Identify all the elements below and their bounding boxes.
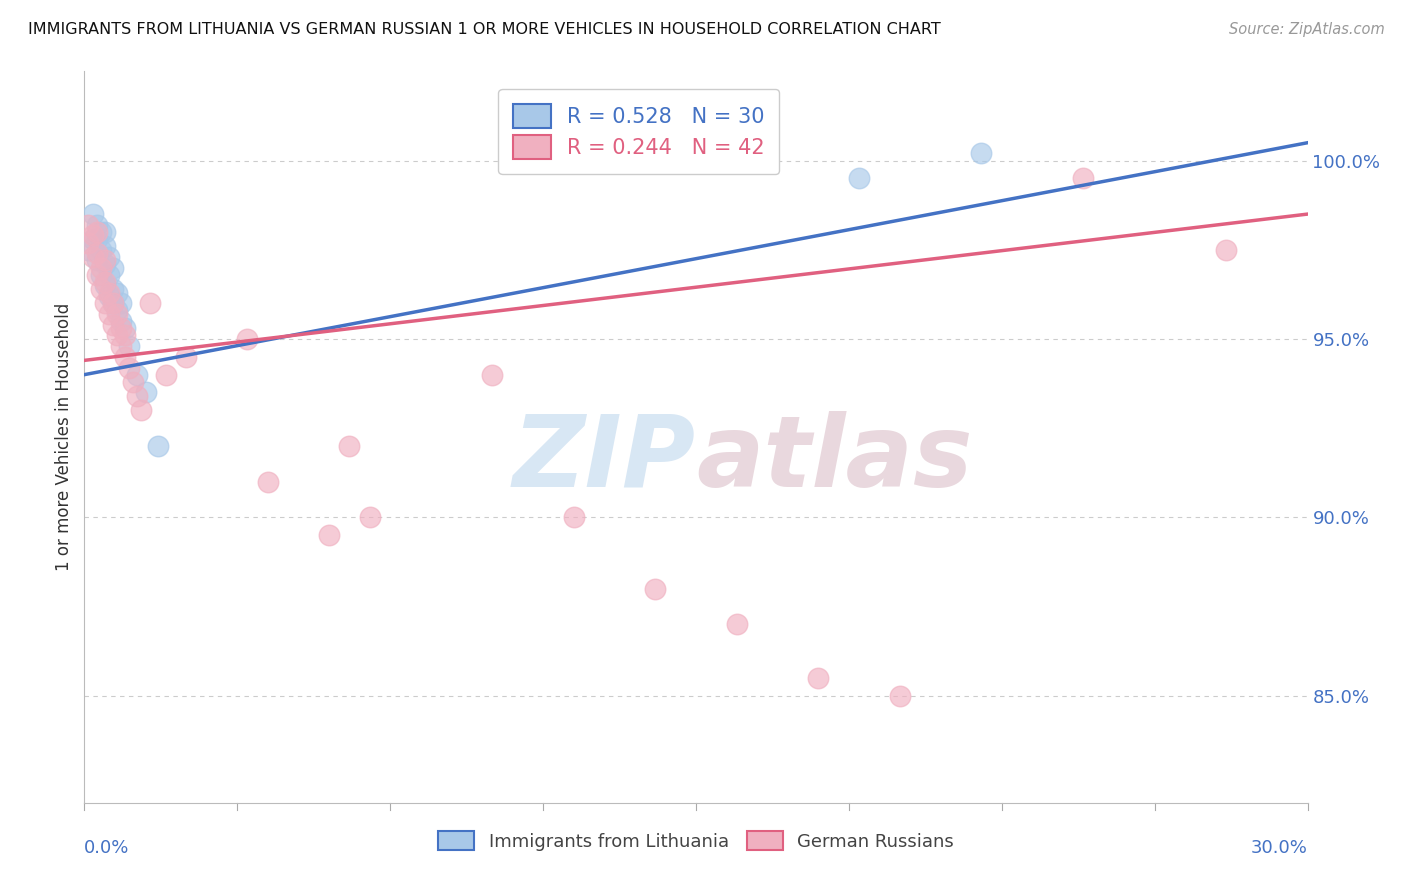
Point	[110, 339, 132, 353]
Point	[93, 253, 115, 268]
Point	[86, 268, 108, 282]
Point	[135, 385, 157, 400]
Text: atlas: atlas	[696, 410, 973, 508]
Point	[359, 510, 381, 524]
Point	[118, 360, 141, 375]
Text: IMMIGRANTS FROM LITHUANIA VS GERMAN RUSSIAN 1 OR MORE VEHICLES IN HOUSEHOLD CORR: IMMIGRANTS FROM LITHUANIA VS GERMAN RUSS…	[28, 22, 941, 37]
Point	[97, 289, 120, 303]
Point	[174, 350, 197, 364]
Y-axis label: 1 or more Vehicles in Household: 1 or more Vehicles in Household	[55, 303, 73, 571]
Point	[105, 328, 128, 343]
Point	[105, 285, 128, 300]
Point	[1073, 171, 1095, 186]
Point	[848, 171, 870, 186]
Point	[101, 296, 124, 310]
Point	[86, 246, 108, 260]
Point	[86, 218, 108, 232]
Point	[110, 296, 132, 310]
Point	[86, 232, 108, 246]
Point	[155, 368, 177, 382]
Point	[90, 225, 112, 239]
Point	[82, 228, 104, 243]
Point	[93, 225, 115, 239]
Point	[90, 268, 112, 282]
Point	[97, 285, 120, 300]
Point	[86, 225, 108, 239]
Point	[114, 321, 136, 335]
Point	[105, 307, 128, 321]
Point	[114, 328, 136, 343]
Point	[131, 403, 153, 417]
Point	[339, 439, 361, 453]
Point	[93, 275, 115, 289]
Point	[93, 257, 115, 271]
Point	[110, 321, 132, 335]
Point	[82, 207, 104, 221]
Point	[101, 296, 124, 310]
Point	[77, 218, 100, 232]
Point	[90, 282, 112, 296]
Point	[807, 671, 830, 685]
Point	[118, 339, 141, 353]
Text: 30.0%: 30.0%	[1251, 839, 1308, 857]
Point	[77, 243, 100, 257]
Point	[101, 260, 124, 275]
Point	[970, 146, 993, 161]
Point	[86, 253, 108, 268]
Point	[257, 475, 280, 489]
Point	[138, 296, 160, 310]
Point	[122, 375, 145, 389]
Point	[562, 510, 585, 524]
Text: ZIP: ZIP	[513, 410, 696, 508]
Point	[644, 582, 666, 596]
Text: 0.0%: 0.0%	[84, 839, 129, 857]
Text: Source: ZipAtlas.com: Source: ZipAtlas.com	[1229, 22, 1385, 37]
Point	[146, 439, 169, 453]
Point	[101, 282, 124, 296]
Point	[97, 268, 120, 282]
Point	[82, 250, 104, 264]
Point	[90, 260, 112, 275]
Point	[93, 296, 115, 310]
Legend: Immigrants from Lithuania, German Russians: Immigrants from Lithuania, German Russia…	[429, 822, 963, 860]
Point	[93, 278, 115, 293]
Point	[127, 368, 149, 382]
Point	[82, 232, 104, 246]
Point	[93, 239, 115, 253]
Point	[127, 389, 149, 403]
Point	[110, 314, 132, 328]
Point	[90, 243, 112, 257]
Point	[889, 689, 911, 703]
Point	[318, 528, 340, 542]
Point	[101, 318, 124, 332]
Point	[236, 332, 259, 346]
Point	[77, 235, 100, 250]
Point	[97, 250, 120, 264]
Point	[481, 368, 503, 382]
Point	[97, 307, 120, 321]
Point	[105, 303, 128, 318]
Point	[725, 617, 748, 632]
Point	[1215, 243, 1237, 257]
Point	[114, 350, 136, 364]
